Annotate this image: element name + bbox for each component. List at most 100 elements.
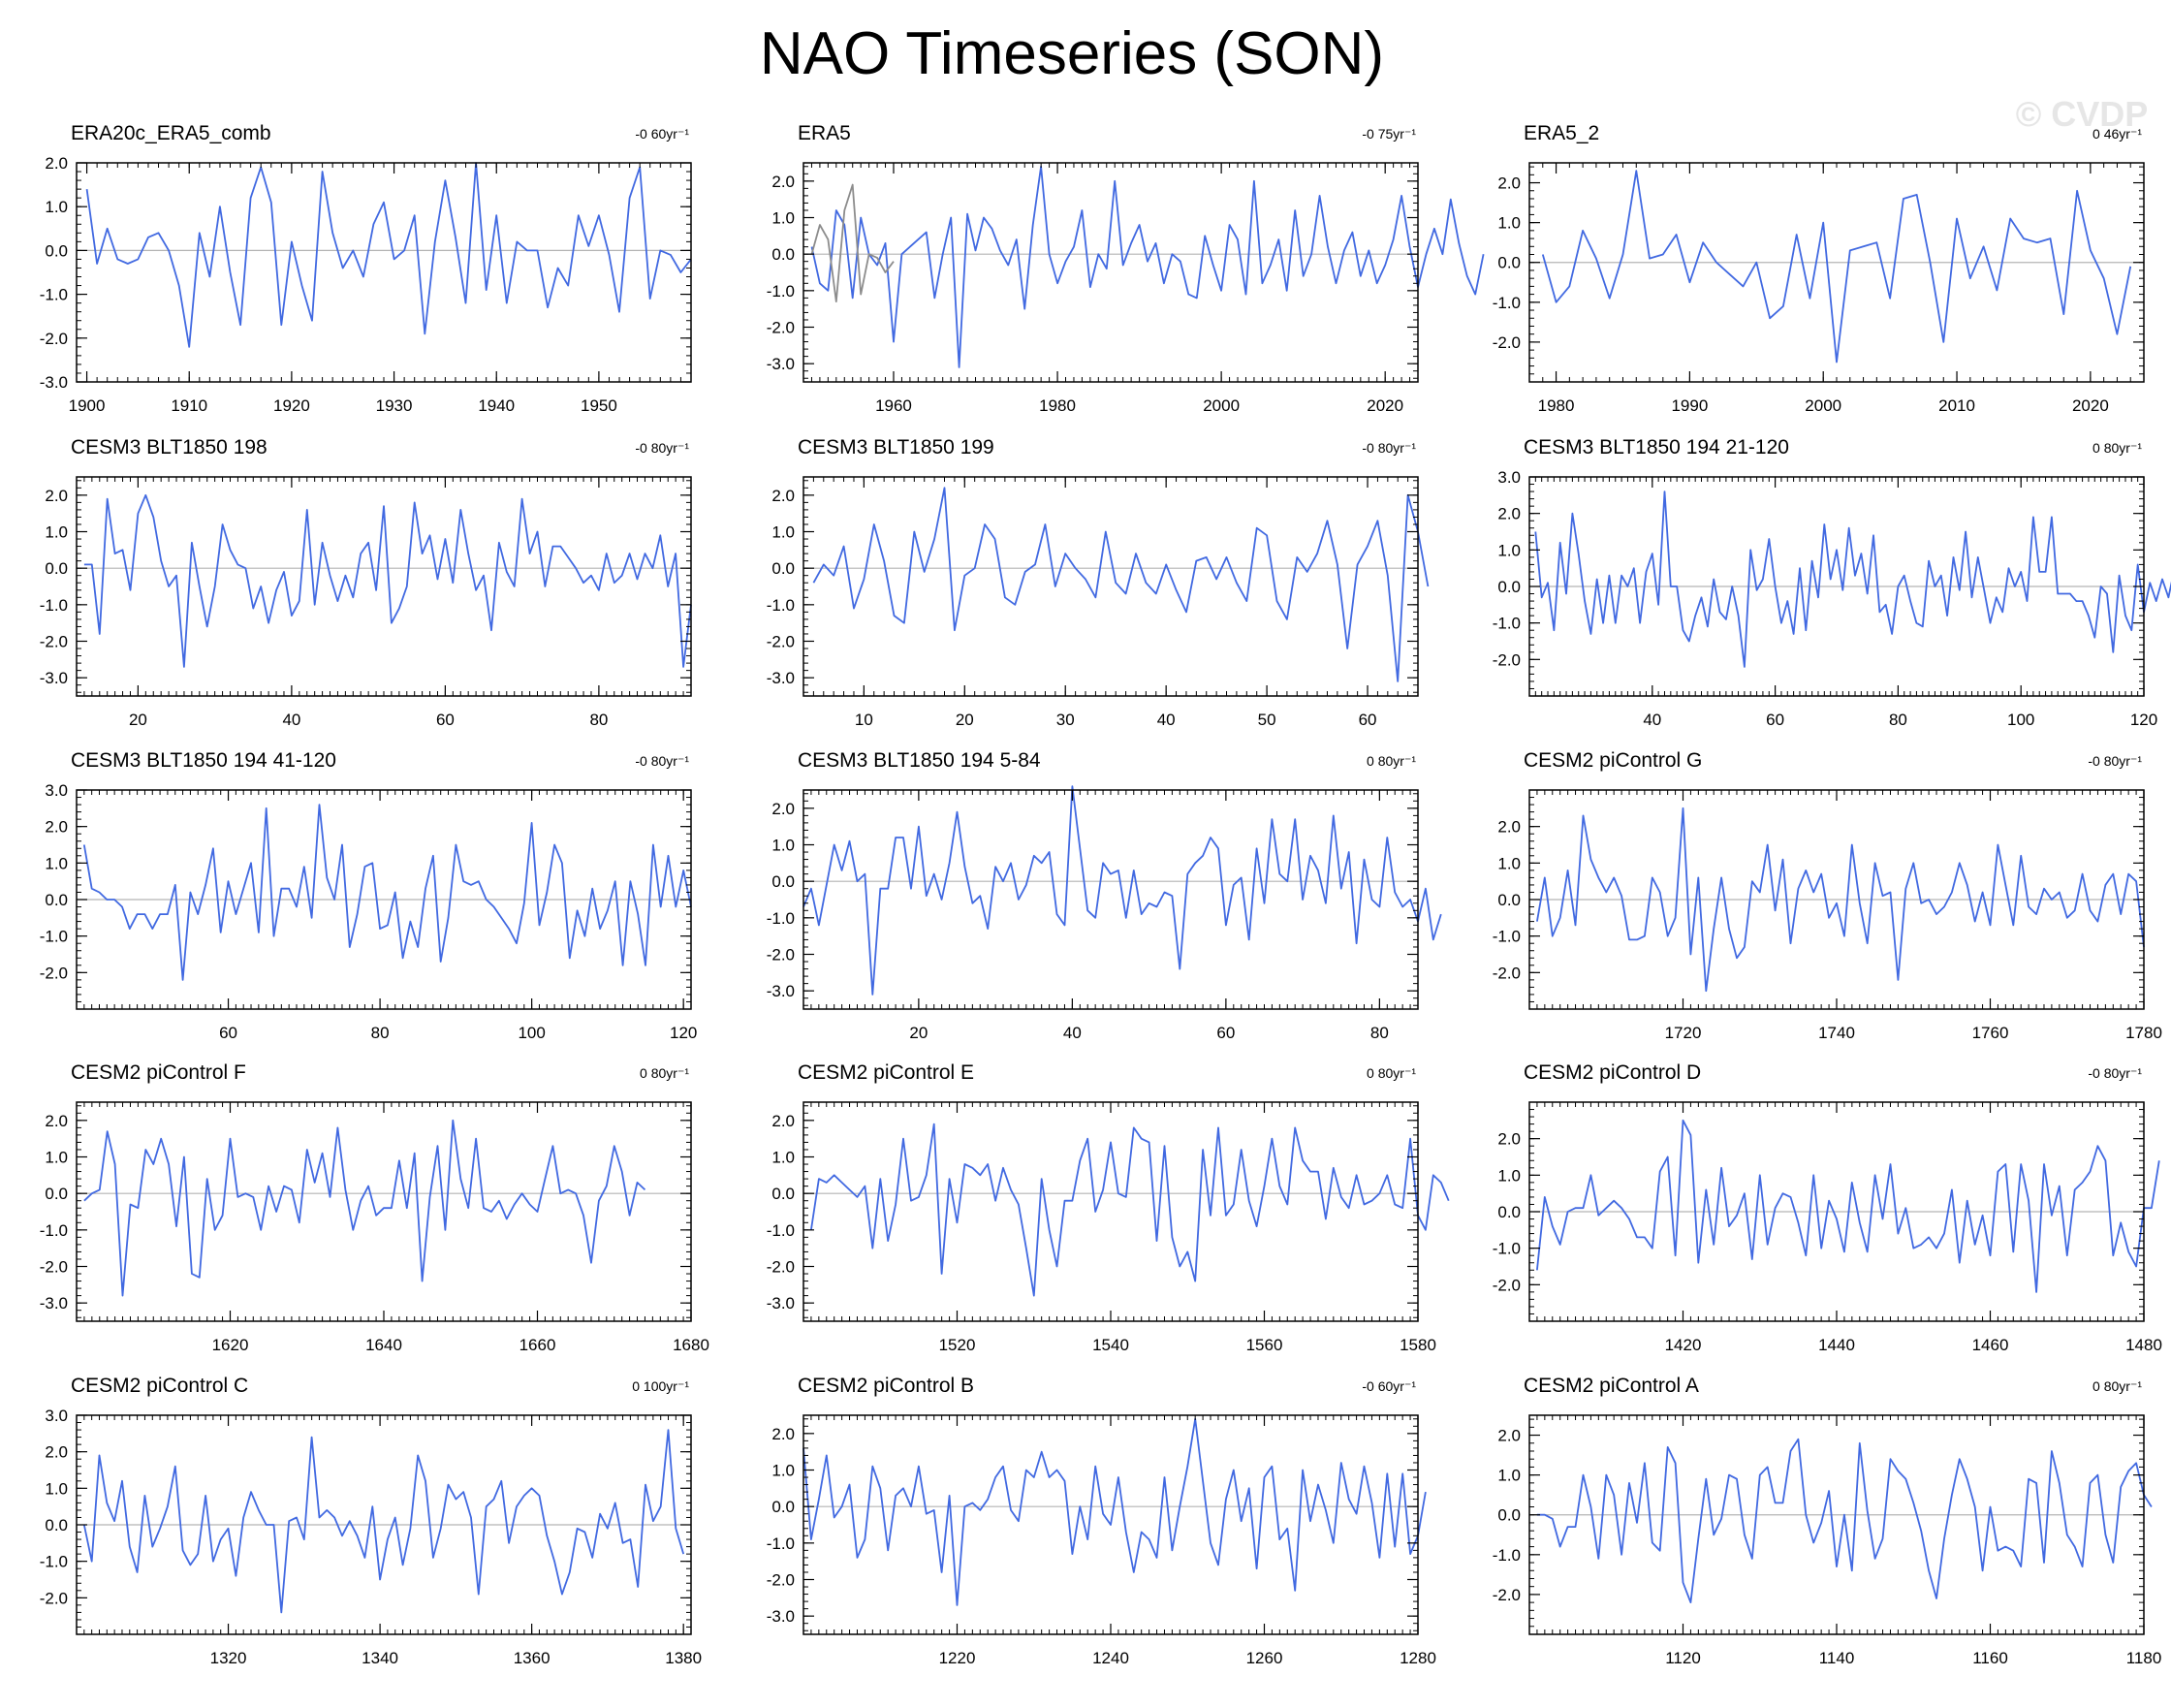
x-tick-label: 2010 bbox=[1938, 396, 1975, 415]
x-tick-label: 20 bbox=[129, 711, 147, 729]
trend-label: -0 80yr⁻¹ bbox=[635, 440, 689, 456]
y-tick-label: 2.0 bbox=[45, 1112, 68, 1130]
plot-frame bbox=[76, 1101, 692, 1322]
trend-label: 0 80yr⁻¹ bbox=[640, 1065, 689, 1081]
y-tick-label: 1.0 bbox=[45, 198, 68, 216]
plot-frame bbox=[1528, 162, 2145, 383]
y-tick-label: 1.0 bbox=[771, 209, 795, 228]
y-tick-label: 1.0 bbox=[1497, 214, 1521, 233]
x-tick-label: 20 bbox=[909, 1024, 928, 1042]
y-tick-label: -1.0 bbox=[767, 909, 795, 928]
y-tick-label: 2.0 bbox=[771, 487, 795, 505]
y-tick-label: 2.0 bbox=[1497, 505, 1521, 523]
x-tick-label: 1340 bbox=[362, 1649, 398, 1667]
trend-label: -0 80yr⁻¹ bbox=[2088, 753, 2142, 769]
y-tick-label: 2.0 bbox=[45, 154, 68, 173]
panel-title: CESM2 piControl A bbox=[1524, 1375, 1699, 1397]
y-tick-label: -3.0 bbox=[767, 982, 795, 1000]
x-tick-label: 1920 bbox=[273, 396, 310, 415]
plot-frame bbox=[76, 789, 692, 1010]
trend-label: -0 80yr⁻¹ bbox=[1362, 440, 1416, 456]
y-tick-label: 0.0 bbox=[1497, 1506, 1521, 1525]
y-tick-label: 0.0 bbox=[1497, 891, 1521, 909]
y-tick-label: 0.0 bbox=[771, 1185, 795, 1203]
y-tick-label: 1.0 bbox=[771, 1462, 795, 1480]
y-tick-label: 3.0 bbox=[45, 1407, 68, 1425]
chart-panel-9: CESM2 piControl G -0 80yr⁻¹ 1720 1740 1760 17… bbox=[1493, 749, 2162, 1042]
series-line bbox=[810, 1123, 1450, 1297]
x-tick-label: 2020 bbox=[1367, 396, 1403, 415]
series-line bbox=[82, 1429, 685, 1614]
trend-label: -0 80yr⁻¹ bbox=[2088, 1065, 2142, 1081]
series-line bbox=[1536, 1119, 2160, 1293]
panel-title: ERA5 bbox=[798, 122, 851, 144]
plot-frame bbox=[802, 789, 1419, 1010]
x-tick-label: 80 bbox=[1370, 1024, 1389, 1042]
panel-title: CESM2 piControl B bbox=[798, 1375, 974, 1397]
chart-panel-3: ERA5_2 0 46yr⁻¹ 1980 1990 2000 2010 2020 2.0 1.0… bbox=[1493, 122, 2145, 415]
y-tick-label: 0.0 bbox=[771, 559, 795, 578]
x-tick-label: 1990 bbox=[1671, 396, 1708, 415]
series-line bbox=[810, 165, 1485, 368]
x-tick-label: 1320 bbox=[210, 1649, 247, 1667]
x-tick-label: 1440 bbox=[1818, 1336, 1855, 1354]
chart-panel-11: CESM2 piControl E 0 80yr⁻¹ 1520 1540 1560 158… bbox=[767, 1061, 1450, 1354]
y-tick-label: -3.0 bbox=[40, 669, 68, 687]
y-tick-label: -3.0 bbox=[767, 1607, 795, 1626]
chart-panel-7: CESM3 BLT1850 194 41-120 -0 80yr⁻¹ 60 80 100… bbox=[40, 749, 698, 1042]
y-tick-label: -2.0 bbox=[767, 1258, 795, 1277]
chart-panel-1: ERA20c_ERA5_comb -0 60yr⁻¹ 1900 1910 1920 193… bbox=[40, 122, 692, 415]
x-tick-label: 60 bbox=[1359, 711, 1377, 729]
series-line-secondary bbox=[810, 183, 895, 303]
y-tick-label: -2.0 bbox=[1493, 964, 1521, 982]
chart-panel-10: CESM2 piControl F 0 80yr⁻¹ 1620 1640 1660 168… bbox=[40, 1061, 709, 1354]
y-tick-label: 0.0 bbox=[1497, 1203, 1521, 1221]
panel-title: CESM3 BLT1850 199 bbox=[798, 436, 994, 459]
y-tick-label: -1.0 bbox=[767, 596, 795, 615]
chart-panel-13: CESM2 piControl C 0 100yr⁻¹ 1320 1340 1360 13… bbox=[40, 1375, 702, 1667]
y-tick-label: 2.0 bbox=[771, 173, 795, 191]
panel-title: CESM3 BLT1850 194 41-120 bbox=[71, 749, 336, 772]
panel-title: CESM3 BLT1850 198 bbox=[71, 436, 267, 459]
y-tick-label: -3.0 bbox=[767, 669, 795, 687]
panel-title: ERA5_2 bbox=[1524, 122, 1599, 144]
panel-grid: ERA20c_ERA5_comb -0 60yr⁻¹ 1900 1910 1920 193… bbox=[40, 122, 2171, 1667]
y-tick-label: -2.0 bbox=[1493, 333, 1521, 352]
x-tick-label: 1140 bbox=[1819, 1649, 1855, 1667]
panel-title: CESM2 piControl E bbox=[798, 1061, 974, 1084]
y-tick-label: 1.0 bbox=[1497, 1467, 1521, 1485]
y-tick-label: 1.0 bbox=[45, 1149, 68, 1167]
x-tick-label: 10 bbox=[855, 711, 873, 729]
trend-label: 0 80yr⁻¹ bbox=[2092, 440, 2142, 456]
chart-panel-2: ERA5 -0 75yr⁻¹ 1960 1980 2000 2020 2.0 1.0 0.0 -1… bbox=[767, 122, 1485, 415]
x-tick-label: 1520 bbox=[939, 1336, 976, 1354]
trend-label: 0 80yr⁻¹ bbox=[1367, 1065, 1416, 1081]
y-tick-label: -2.0 bbox=[1493, 1586, 1521, 1604]
chart-panel-6: CESM3 BLT1850 194 21-120 0 80yr⁻¹ 40 60 80 10… bbox=[1493, 436, 2171, 729]
x-tick-label: 100 bbox=[2007, 711, 2034, 729]
plot-frame bbox=[802, 476, 1419, 697]
plot-frame bbox=[802, 1414, 1419, 1635]
x-tick-label: 1480 bbox=[2125, 1336, 2162, 1354]
x-tick-label: 80 bbox=[371, 1024, 390, 1042]
x-tick-label: 1910 bbox=[171, 396, 207, 415]
trend-label: -0 75yr⁻¹ bbox=[1362, 126, 1416, 142]
trend-label: 0 46yr⁻¹ bbox=[2092, 126, 2142, 142]
y-tick-label: -1.0 bbox=[1493, 1240, 1521, 1258]
series-line bbox=[1541, 170, 2132, 364]
y-tick-label: 0.0 bbox=[45, 1516, 68, 1534]
y-tick-label: 2.0 bbox=[45, 1443, 68, 1462]
x-tick-label: 1940 bbox=[478, 396, 515, 415]
x-tick-label: 1580 bbox=[1400, 1336, 1436, 1354]
x-tick-label: 1380 bbox=[665, 1649, 702, 1667]
y-tick-label: 0.0 bbox=[45, 1185, 68, 1203]
x-tick-label: 1180 bbox=[2126, 1649, 2162, 1667]
y-tick-label: -1.0 bbox=[40, 1553, 68, 1571]
x-tick-label: 1560 bbox=[1246, 1336, 1283, 1354]
y-tick-label: -3.0 bbox=[767, 1294, 795, 1313]
y-tick-label: -1.0 bbox=[40, 1221, 68, 1240]
x-tick-label: 1620 bbox=[212, 1336, 249, 1354]
plot-frame bbox=[76, 476, 692, 697]
y-tick-label: 2.0 bbox=[1497, 818, 1521, 837]
